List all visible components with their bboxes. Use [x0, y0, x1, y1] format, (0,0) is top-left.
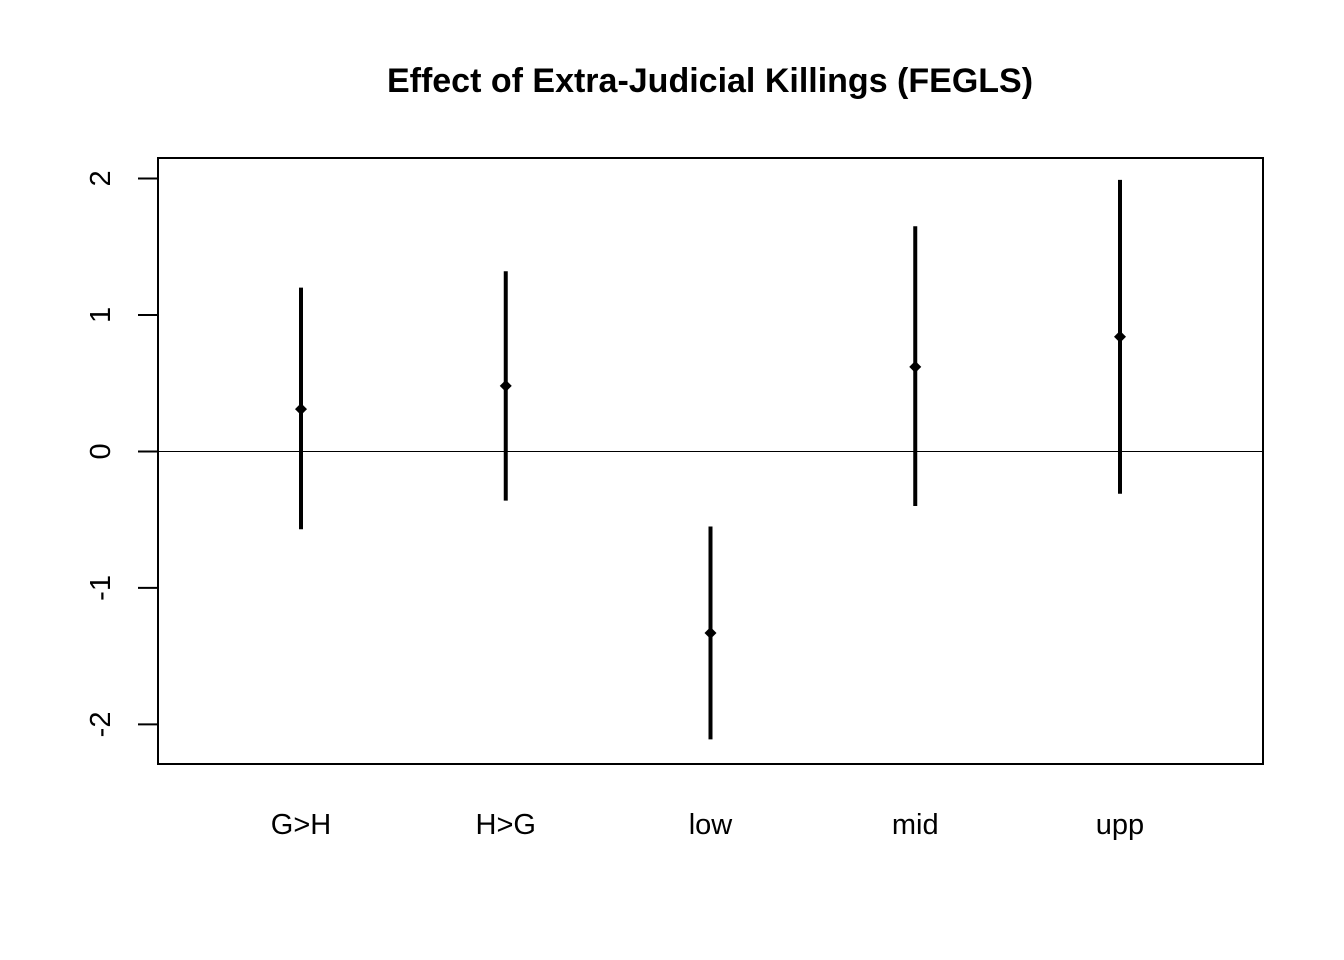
x-tick-label: G>H: [271, 809, 331, 841]
y-tick-label: 2: [85, 170, 117, 186]
x-tick-label: low: [689, 809, 734, 841]
point-estimate-marker: [909, 360, 922, 373]
marks-layer: [295, 179, 1126, 740]
y-axis: -2 -1 0 1 2: [85, 170, 158, 737]
point-estimate-marker: [295, 403, 307, 416]
x-tick-label: H>G: [476, 809, 536, 841]
point-estimate-marker: [499, 379, 512, 392]
y-tick-label: -1: [85, 575, 117, 601]
y-tick-label: -2: [85, 712, 117, 738]
x-tick-label: mid: [892, 809, 939, 841]
point-estimate-marker: [1114, 330, 1126, 343]
point-estimate-marker: [704, 626, 717, 639]
x-axis: G>H H>G low mid upp: [271, 809, 1144, 841]
y-tick-label: 1: [85, 307, 117, 323]
plot-box: [157, 157, 1264, 765]
x-tick-label: upp: [1096, 809, 1144, 841]
chart-title: Effect of Extra-Judicial Killings (FEGLS…: [387, 62, 1033, 100]
y-tick-label: 0: [85, 443, 117, 459]
